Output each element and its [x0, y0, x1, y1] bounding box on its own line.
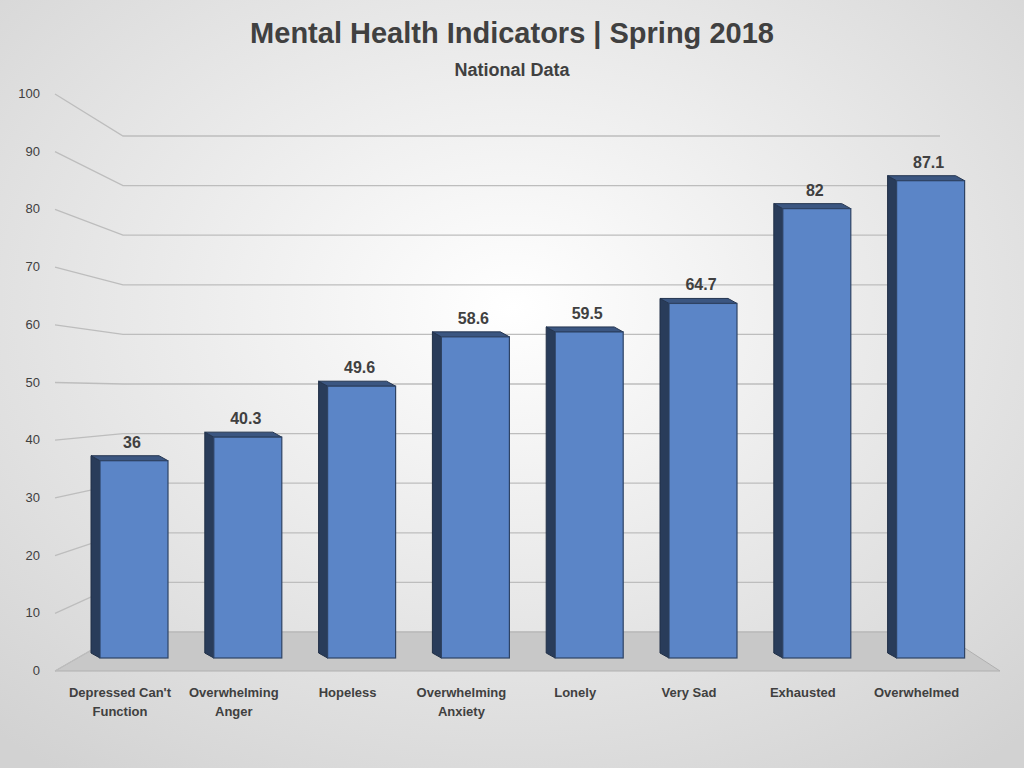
category-label: Hopeless [319, 685, 377, 700]
bar [214, 437, 282, 658]
bar-side [546, 327, 555, 658]
bar-side [660, 298, 669, 658]
bar [783, 209, 851, 658]
bar-side [319, 381, 328, 658]
label-line: Function [93, 704, 148, 719]
bar [555, 332, 623, 658]
data-label: 82 [806, 182, 824, 199]
bar [669, 303, 737, 658]
data-label: 87.1 [913, 154, 944, 171]
tick-label: 20 [26, 548, 40, 563]
bar-top [660, 298, 737, 303]
category-label: Overwhelming Anger [189, 685, 279, 719]
label-line: Anxiety [438, 704, 486, 719]
tick-label: 50 [26, 375, 40, 390]
floor [55, 632, 1000, 671]
bar-side [774, 204, 783, 658]
bar [897, 181, 965, 658]
data-label: 40.3 [230, 410, 261, 427]
bar-top [774, 204, 851, 209]
bar-top [205, 432, 282, 437]
tick-label: 70 [26, 259, 40, 274]
tick-label: 10 [26, 605, 40, 620]
label-line: Anger [215, 704, 253, 719]
chart: 0 10 20 30 40 50 60 70 80 90 100 36 40.3 49.6 58.6 59.5… [0, 0, 1024, 768]
grid-line [55, 152, 940, 186]
bar-top [888, 176, 965, 181]
bar-top [319, 381, 396, 386]
category-label: Lonely [554, 685, 597, 700]
tick-label: 80 [26, 201, 40, 216]
data-label: 49.6 [344, 359, 375, 376]
category-label: Very Sad [662, 685, 717, 700]
tick-label: 40 [26, 432, 40, 447]
label-line: Lonely [554, 685, 597, 700]
grid-line [55, 94, 940, 136]
label-line: Overwhelming [189, 685, 279, 700]
bar-side [91, 456, 100, 658]
subtitle: National Data [454, 60, 570, 80]
label-line: Overwhelmed [874, 685, 959, 700]
background [0, 0, 1024, 768]
bar-side [888, 176, 897, 658]
label-line: Overwhelming [417, 685, 507, 700]
data-label: 36 [123, 434, 141, 451]
bar-side [432, 332, 441, 658]
category-label: Exhausted [770, 685, 836, 700]
tick-label: 0 [33, 663, 40, 678]
bar [328, 386, 396, 658]
bar [100, 461, 168, 658]
label-line: Very Sad [662, 685, 717, 700]
label-line: Depressed Can't [69, 685, 172, 700]
bar-top [546, 327, 623, 332]
category-label: Depressed Can't Function [69, 685, 172, 719]
data-label: 58.6 [458, 310, 489, 327]
bar-side [205, 432, 214, 658]
bar [441, 337, 509, 658]
title: Mental Health Indicators | Spring 2018 [250, 17, 774, 49]
label-line: Hopeless [319, 685, 377, 700]
bar-top [432, 332, 509, 337]
tick-label: 60 [26, 317, 40, 332]
labels: 36 40.3 49.6 58.6 59.5 64.7 82 87.1 [123, 154, 944, 451]
data-label: 59.5 [572, 305, 603, 322]
tick-label: 100 [18, 86, 40, 101]
tick-label: 30 [26, 490, 40, 505]
category-label: Overwhelming Anxiety [417, 685, 507, 719]
tick-label: 90 [26, 144, 40, 159]
bars [91, 176, 965, 658]
category-label: Overwhelmed [874, 685, 959, 700]
data-label: 64.7 [685, 276, 716, 293]
label-line: Exhausted [770, 685, 836, 700]
bar-top [91, 456, 168, 461]
